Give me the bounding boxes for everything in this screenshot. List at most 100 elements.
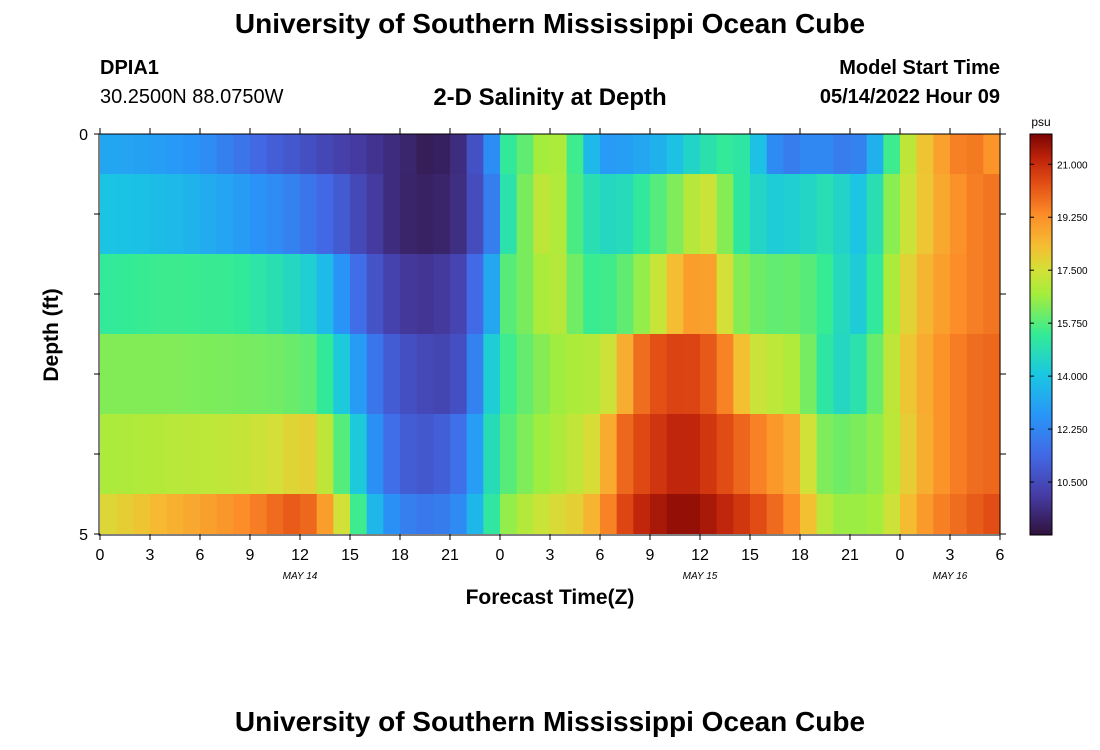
heatmap-cell: [283, 254, 301, 334]
heatmap-cell: [950, 134, 968, 174]
heatmap-cell: [366, 174, 384, 254]
heatmap-cell: [200, 494, 218, 534]
heatmap-cell: [283, 494, 301, 534]
heatmap-cell: [983, 334, 1001, 414]
heatmap-cell: [433, 414, 451, 494]
x-tick-label: 21: [841, 547, 859, 564]
heatmap-cell: [100, 334, 118, 414]
heatmap-cell: [950, 494, 968, 534]
x-tick-label: 6: [996, 547, 1005, 564]
heatmap-cell: [650, 494, 668, 534]
model-start-label: Model Start Time: [839, 57, 1000, 79]
heatmap-cell: [366, 254, 384, 334]
heatmap-cell: [733, 334, 751, 414]
colorbar-tick-label: 15.750: [1057, 319, 1088, 330]
heatmap-cell: [166, 254, 184, 334]
heatmap-cell: [533, 334, 551, 414]
heatmap-cell: [700, 494, 718, 534]
heatmap-cell: [616, 414, 634, 494]
heatmap-cell: [216, 334, 234, 414]
heatmap-cell: [550, 494, 568, 534]
heatmap-cell: [516, 414, 534, 494]
heatmap-cell: [383, 494, 401, 534]
heatmap-cell: [900, 254, 918, 334]
colorbar-tick-label: 10.500: [1057, 478, 1088, 489]
heatmap-cell: [666, 254, 684, 334]
heatmap-cell: [850, 134, 868, 174]
heatmap-cell: [800, 414, 818, 494]
heatmap-cell: [216, 254, 234, 334]
heatmap-cell: [316, 134, 334, 174]
heatmap-cell: [416, 494, 434, 534]
heatmap-cell: [633, 174, 651, 254]
heatmap-cell: [333, 494, 351, 534]
heatmap-cell: [966, 174, 984, 254]
heatmap-cell: [533, 414, 551, 494]
footer-title: University of Southern Mississippi Ocean…: [234, 706, 866, 737]
heatmap-cell: [266, 174, 284, 254]
colorbar-gradient: [1029, 133, 1053, 536]
heatmap-cell: [533, 494, 551, 534]
heatmap-cell: [950, 414, 968, 494]
heatmap-cell: [500, 254, 518, 334]
heatmap-cell: [683, 134, 701, 174]
heatmap-cell: [600, 254, 618, 334]
heatmap-cell: [783, 134, 801, 174]
heatmap-cell: [783, 494, 801, 534]
heatmap-cell: [766, 494, 784, 534]
heatmap-cell: [500, 414, 518, 494]
heatmap-cell: [633, 494, 651, 534]
heatmap-cell: [916, 334, 934, 414]
heatmap-cell: [766, 134, 784, 174]
heatmap-cell: [333, 134, 351, 174]
heatmap-cell: [150, 174, 168, 254]
heatmap-cell: [750, 494, 768, 534]
heatmap-cell: [466, 494, 484, 534]
heatmap-cell: [933, 334, 951, 414]
heatmap-cell: [900, 174, 918, 254]
heatmap-cell: [783, 414, 801, 494]
date-label: MAY 16: [933, 571, 968, 582]
heatmap-cell: [833, 174, 851, 254]
heatmap-cell: [266, 334, 284, 414]
heatmap-cell: [416, 254, 434, 334]
heatmap-cell: [850, 174, 868, 254]
heatmap-cell: [300, 334, 318, 414]
heatmap-cell: [283, 334, 301, 414]
heatmap-cell: [216, 414, 234, 494]
heatmap-cell: [733, 494, 751, 534]
heatmap-cell: [666, 334, 684, 414]
heatmap-cell: [433, 334, 451, 414]
heatmap-cell: [766, 414, 784, 494]
heatmap-cell: [566, 134, 584, 174]
heatmap-cell: [233, 134, 251, 174]
heatmap-cell: [583, 174, 601, 254]
heatmap-cell: [616, 134, 634, 174]
heatmap-cell: [700, 414, 718, 494]
heatmap-cell: [616, 254, 634, 334]
heatmap-cell: [716, 414, 734, 494]
heatmap-cell: [266, 254, 284, 334]
heatmap-cell: [633, 134, 651, 174]
heatmap-cell: [733, 134, 751, 174]
heatmap-cell: [116, 134, 134, 174]
heatmap-cell: [650, 414, 668, 494]
heatmap-cell: [816, 174, 834, 254]
heatmap-cell: [450, 254, 468, 334]
x-tick-label: 12: [691, 547, 709, 564]
heatmap-cell: [100, 134, 118, 174]
heatmap-cell: [483, 134, 501, 174]
heatmap-cell: [266, 494, 284, 534]
colorbar: psu 21.000 19.250 17.500 15.750 14.000 12.250…: [1029, 115, 1088, 536]
y-tick-label: 0: [79, 127, 88, 144]
heatmap-cell: [466, 414, 484, 494]
heatmap-cell: [716, 254, 734, 334]
heatmap-cell: [216, 134, 234, 174]
heatmap-cell: [933, 494, 951, 534]
colorbar-tick-label: 12.250: [1057, 425, 1088, 436]
heatmap-cell: [850, 414, 868, 494]
heatmap-cell: [533, 254, 551, 334]
x-axis-label: Forecast Time(Z): [466, 586, 635, 609]
heatmap-cell: [250, 334, 268, 414]
heatmap-cell: [933, 414, 951, 494]
